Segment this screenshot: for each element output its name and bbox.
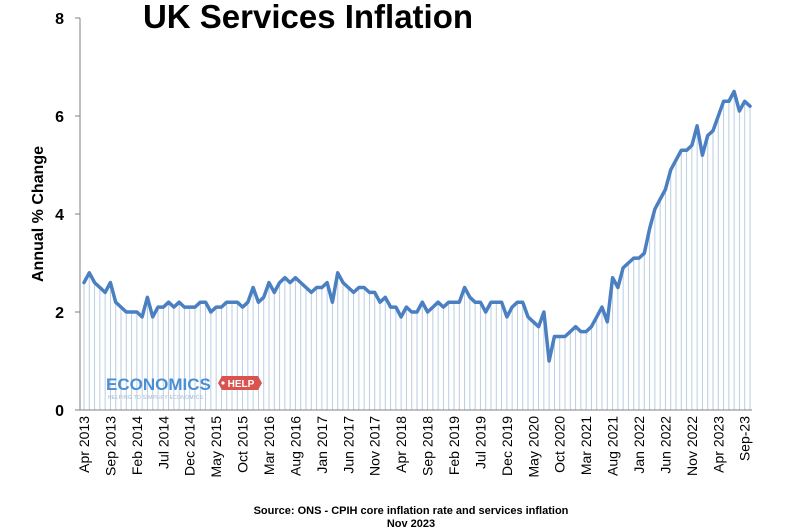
x-tick-label: May 2015: [208, 416, 224, 478]
x-tick-label: Oct 2015: [235, 416, 251, 473]
y-tick-label: 4: [55, 207, 64, 224]
logo-badge-tag: [218, 376, 262, 390]
y-axis-label: Annual % Change: [30, 146, 47, 282]
x-tick-label: Aug 2021: [605, 416, 621, 476]
source-note: Source: ONS - CPIH core inflation rate a…: [254, 505, 569, 517]
y-tick-label: 0: [55, 403, 64, 420]
logo-main-text: ECONOMICS: [106, 375, 211, 394]
x-tick-label: May 2020: [525, 416, 541, 478]
area-fill-lines: [83, 91, 751, 410]
x-tick-label: Apr 2018: [393, 416, 409, 473]
x-tick-label: Jun 2017: [340, 416, 356, 474]
chart-title: UK Services Inflation: [143, 0, 473, 35]
y-tick-label: 2: [55, 305, 64, 322]
x-tick-label: Dec 2014: [182, 416, 198, 476]
x-tick-label: Apr 2023: [710, 416, 726, 473]
x-tick-label: Jun 2022: [657, 416, 673, 474]
x-tick-label: Sep 2013: [102, 416, 118, 476]
y-tick-label: 6: [55, 109, 64, 126]
x-tick-label: Jan 2022: [631, 416, 647, 474]
economics-help-logo: ECONOMICS HELP HELPING TO SIMPLIFY ECONO…: [106, 375, 262, 401]
y-axis-ticks: 0 2 4 6 8: [55, 11, 80, 420]
x-tick-label: Aug 2016: [287, 416, 303, 476]
x-tick-label: Nov 2022: [684, 416, 700, 476]
x-tick-label: Mar 2016: [261, 416, 277, 475]
x-tick-label: Jul 2019: [472, 416, 488, 469]
x-tick-label: Dec 2019: [499, 416, 515, 476]
x-tick-label: Mar 2021: [578, 416, 594, 475]
x-tick-label: Nov 2017: [367, 416, 383, 476]
logo-badge-text: HELP: [228, 379, 255, 390]
y-tick-label: 8: [55, 11, 64, 28]
logo-tagline: HELPING TO SIMPLIFY ECONOMICS: [108, 395, 203, 401]
x-tick-label: Sep-23: [737, 416, 753, 461]
x-tick-label: Jul 2014: [155, 416, 171, 469]
source-date: Nov 2023: [387, 518, 435, 530]
x-tick-label: Sep 2018: [420, 416, 436, 476]
series-line: [82, 89, 752, 363]
logo-badge-hole: [221, 381, 225, 385]
x-axis-ticks: Apr 2013 Sep 2013 Feb 2014 Jul 2014 Dec 2014…: [76, 416, 753, 478]
x-tick-label: Jan 2017: [314, 416, 330, 474]
x-tick-label: Oct 2020: [552, 416, 568, 473]
x-tick-label: Feb 2019: [446, 416, 462, 475]
x-tick-label: Apr 2013: [76, 416, 92, 473]
x-tick-label: Feb 2014: [129, 416, 145, 475]
